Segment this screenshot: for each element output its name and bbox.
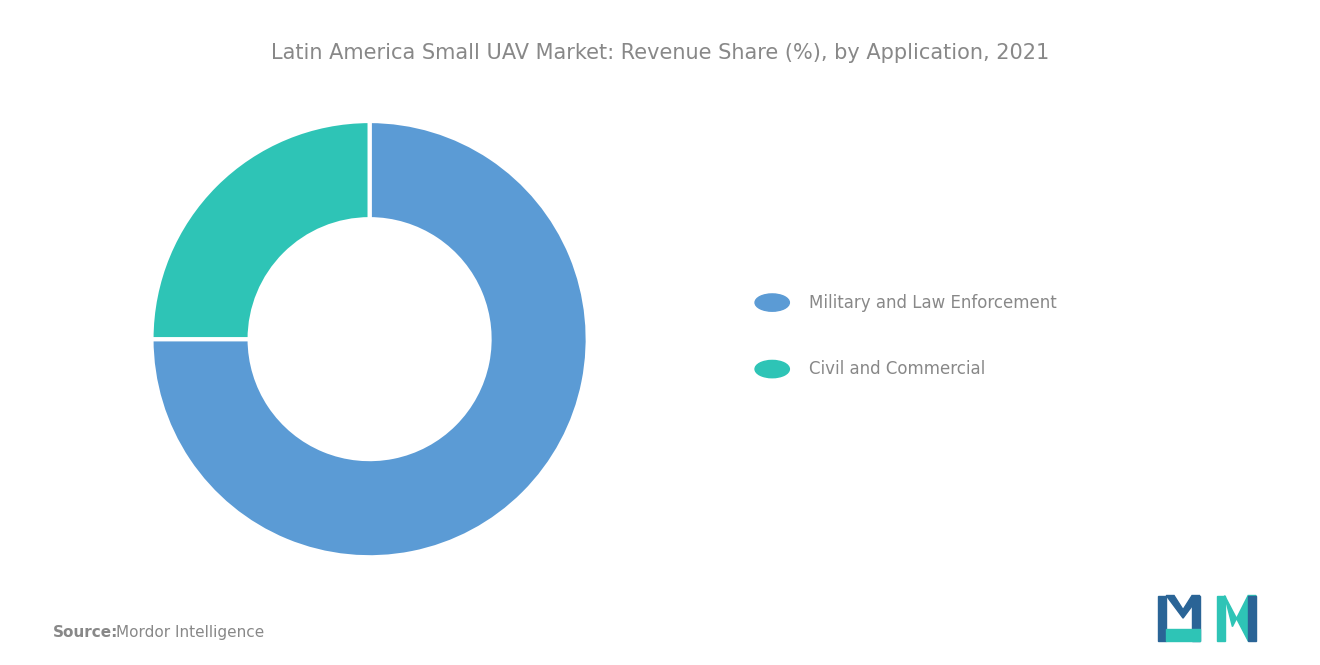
Polygon shape <box>1249 596 1257 641</box>
Text: Civil and Commercial: Civil and Commercial <box>809 360 986 378</box>
Text: Mordor Intelligence: Mordor Intelligence <box>116 624 264 640</box>
Polygon shape <box>1192 596 1200 641</box>
Polygon shape <box>1167 629 1200 641</box>
Wedge shape <box>152 121 587 557</box>
Text: Source:: Source: <box>53 624 119 640</box>
Text: Latin America Small UAV Market: Revenue Share (%), by Application, 2021: Latin America Small UAV Market: Revenue … <box>271 43 1049 63</box>
Polygon shape <box>1167 596 1200 618</box>
Polygon shape <box>1225 596 1257 641</box>
Polygon shape <box>1217 596 1225 641</box>
Text: Military and Law Enforcement: Military and Law Enforcement <box>809 293 1057 312</box>
Polygon shape <box>1159 596 1167 641</box>
Wedge shape <box>152 121 370 339</box>
